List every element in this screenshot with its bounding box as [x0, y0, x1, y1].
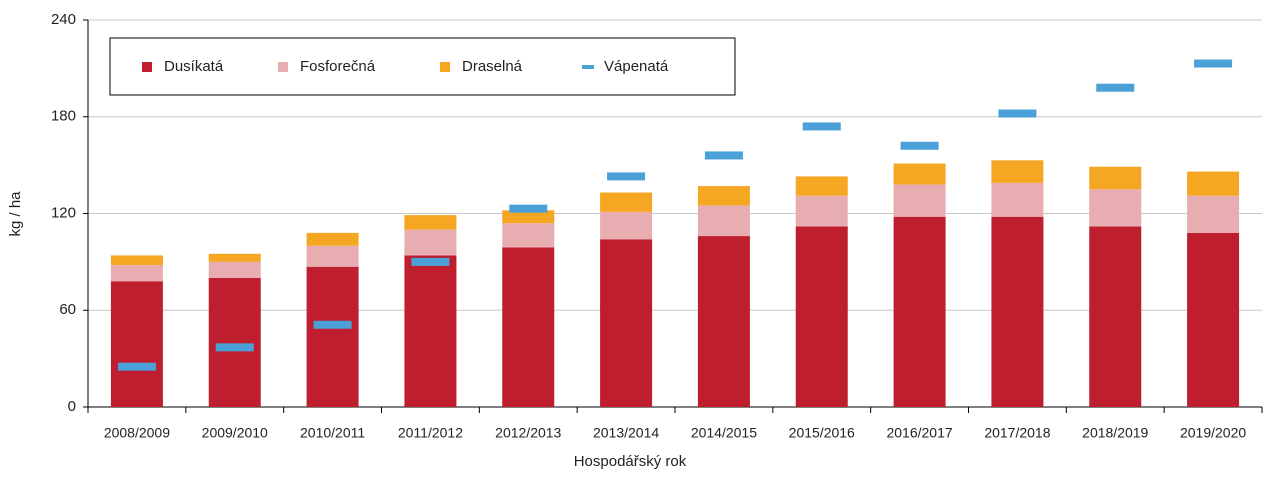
bar-segment: [208, 278, 261, 407]
bar-segment: [306, 266, 359, 407]
bar-segment: [600, 211, 653, 240]
x-tick-label: 2009/2010: [202, 425, 268, 441]
bar-segment: [502, 210, 555, 224]
marker-dash: [998, 109, 1037, 118]
bar-segment: [795, 226, 848, 407]
x-tick-label: 2013/2014: [593, 425, 659, 441]
bar-segment: [404, 255, 457, 407]
bar-segment: [893, 163, 946, 185]
bar-segment: [110, 255, 163, 266]
marker-dash: [1096, 83, 1135, 92]
y-tick-label: 60: [59, 301, 76, 318]
bar-segment: [991, 216, 1044, 407]
bar-segment: [991, 182, 1044, 217]
legend-swatch: [278, 62, 288, 72]
marker-dash: [117, 362, 156, 371]
marker-dash: [313, 320, 352, 329]
bar-segment: [1187, 195, 1240, 233]
x-tick-label: 2010/2011: [300, 425, 365, 441]
bar-segment: [208, 253, 261, 262]
legend-label: Fosforečná: [300, 58, 376, 75]
marker-dash: [509, 204, 548, 213]
legend-box: [109, 37, 736, 96]
x-tick-label: 2008/2009: [104, 425, 170, 441]
x-tick-label: 2014/2015: [691, 425, 757, 441]
y-tick-label: 120: [51, 204, 76, 221]
bar-segment: [306, 245, 359, 267]
bar-segment: [893, 216, 946, 407]
legend-label: Draselná: [462, 58, 523, 75]
legend-label: Dusíkatá: [164, 58, 224, 75]
bar-segment: [404, 215, 457, 230]
bar-segment: [991, 160, 1044, 183]
bar-segment: [893, 184, 946, 217]
marker-dash: [1194, 59, 1233, 68]
x-axis-label: Hospodářský rok: [574, 453, 687, 470]
bar-segment: [697, 236, 750, 407]
x-tick-label: 2011/2012: [398, 425, 463, 441]
bar-segment: [110, 265, 163, 282]
bar-segment: [110, 281, 163, 407]
bar-segment: [1089, 166, 1142, 190]
bar-segment: [404, 229, 457, 256]
legend-label: Vápenatá: [604, 58, 669, 75]
x-tick-label: 2012/2013: [495, 425, 561, 441]
legend-swatch: [142, 62, 152, 72]
bar-segment: [1187, 171, 1240, 196]
bar-segment: [1089, 226, 1142, 407]
bar-segment: [697, 205, 750, 237]
x-tick-label: 2017/2018: [984, 425, 1050, 441]
legend-swatch: [440, 62, 450, 72]
bar-segment: [502, 247, 555, 407]
legend-swatch: [582, 65, 594, 69]
x-tick-label: 2015/2016: [789, 425, 855, 441]
y-tick-label: 0: [68, 398, 76, 415]
bar-segment: [1187, 232, 1240, 407]
y-axis-label: kg / ha: [7, 191, 24, 237]
y-tick-label: 180: [51, 108, 76, 125]
bar-segment: [795, 176, 848, 196]
bar-segment: [208, 261, 261, 278]
x-tick-label: 2018/2019: [1082, 425, 1148, 441]
x-tick-label: 2016/2017: [886, 425, 952, 441]
x-tick-label: 2019/2020: [1180, 425, 1246, 441]
bar-segment: [600, 239, 653, 407]
bar-segment: [795, 195, 848, 227]
bar-segment: [502, 223, 555, 248]
marker-dash: [704, 151, 743, 160]
y-tick-label: 240: [51, 11, 76, 28]
marker-dash: [607, 172, 646, 181]
bar-segment: [306, 232, 359, 246]
bar-segment: [1089, 189, 1142, 227]
marker-dash: [215, 343, 254, 352]
marker-dash: [411, 257, 450, 266]
bar-segment: [600, 192, 653, 212]
marker-dash: [900, 141, 939, 150]
marker-dash: [802, 122, 841, 131]
bar-segment: [697, 186, 750, 206]
